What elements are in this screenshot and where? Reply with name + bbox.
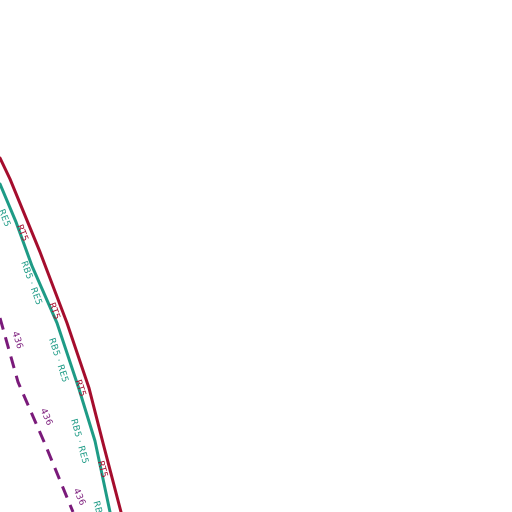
route-label-436: 436 <box>71 487 87 507</box>
route-label-rb5-re5: RB5 · RE5 <box>68 418 90 465</box>
route-label-rb5-re5: RE5 <box>0 208 12 229</box>
rt5-route-line <box>0 156 123 512</box>
route-label-436: 436 <box>9 330 24 350</box>
route-label-rb5-re5: RB5 · RE5 <box>46 337 70 384</box>
route-label-436: 436 <box>38 407 54 427</box>
route-label-rt5: RT5 <box>95 460 109 479</box>
bus-436-route-line <box>0 317 75 512</box>
rb5-re5-route-line <box>0 182 112 512</box>
route-label-rb5-re5: RB <box>90 500 103 512</box>
route-label-rt5: RT5 <box>14 223 30 243</box>
route-label-rt5: RT5 <box>72 379 87 399</box>
